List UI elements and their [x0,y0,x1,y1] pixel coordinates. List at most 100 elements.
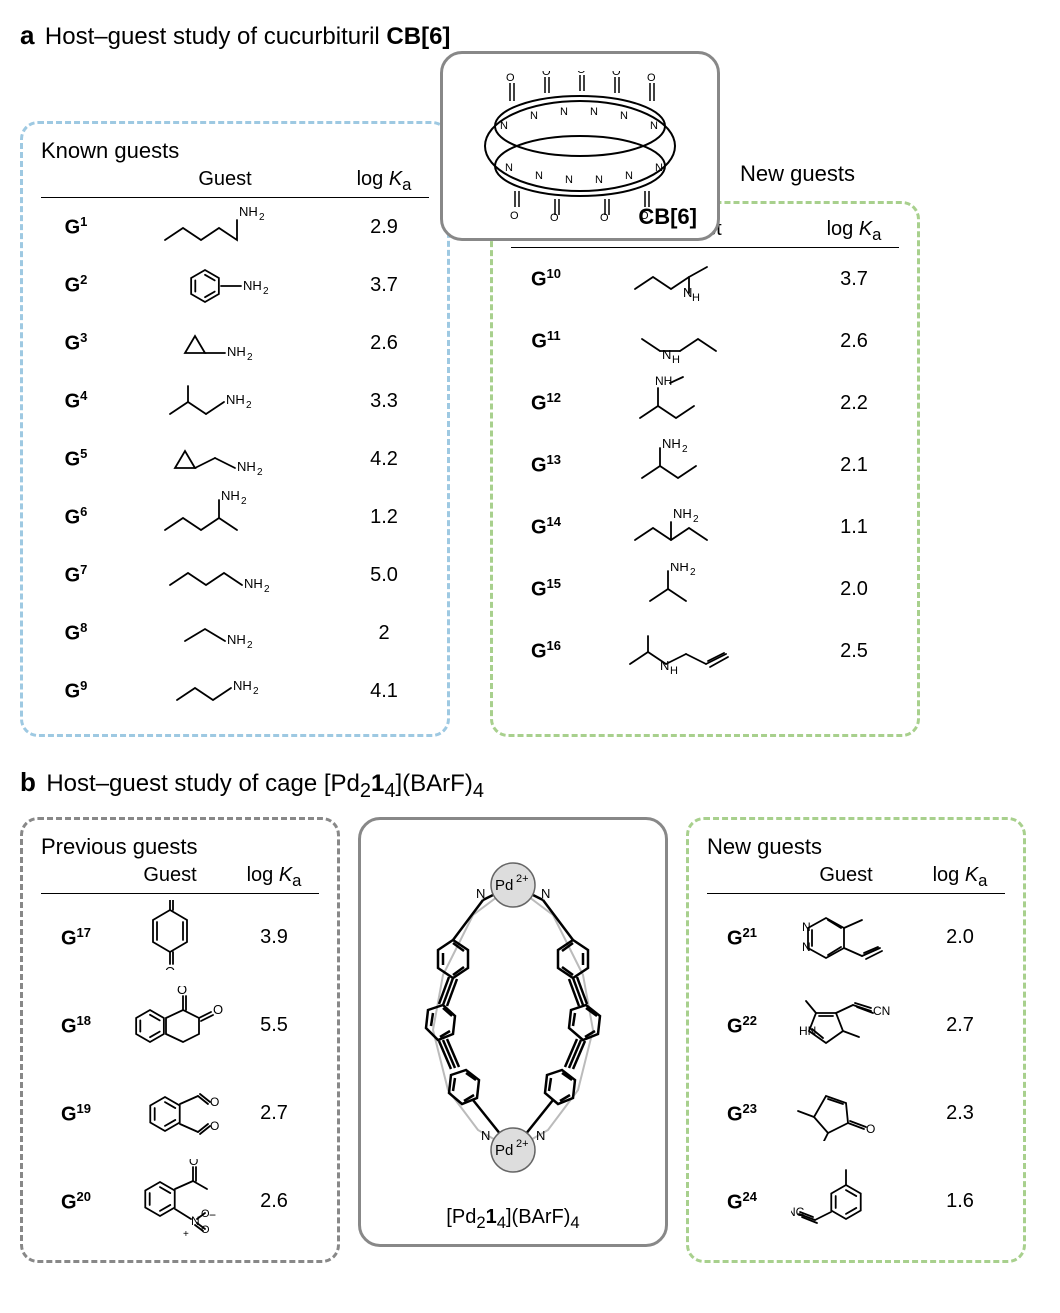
table-row: G5 NH2 4.2 [41,430,429,488]
panel-a-row: NNN NNN NNN NNN OOOOO OOOO CB[6] Known g… [20,61,1040,737]
guest-structure-icon: NH2 [581,563,809,616]
panel-b-title: Host–guest study of cage [Pd214](BArF)4 [46,770,484,803]
table-row: G6 NH2 1.2 [41,488,429,546]
guest-structure-icon: NH2 [111,258,339,313]
guest-structure-icon: HNCN [777,993,915,1058]
guest-id: G13 [511,452,581,478]
guest-id: G16 [511,638,581,664]
host-cage-box: Pd2+ Pd2+ NN NN [Pd214](BArF)4 [358,817,668,1247]
known-guests-box: Known guests Guest log Ka G1 NH2 2.9 G2 … [20,121,450,737]
guest-id: G20 [41,1189,111,1215]
guest-logk: 2.7 [915,1014,1005,1037]
table-row: G4 NH2 3.3 [41,372,429,430]
svg-text:2: 2 [263,286,269,297]
panel-a-header: a Host–guest study of cucurbituril CB[6] [20,20,1040,51]
svg-text:N: N [565,174,573,186]
guest-id: G17 [41,925,111,951]
svg-text:H: H [692,292,700,301]
guest-structure-icon: NH2 [111,550,339,600]
guest-structure-icon: O [777,1081,915,1146]
svg-text:O: O [612,71,621,78]
table-row: G19 OO 2.7 [41,1070,319,1158]
svg-text:NH: NH [655,374,672,388]
guest-structure-icon: NH [581,315,809,368]
guest-id: G10 [511,266,581,292]
table-row: G7 NH2 5.0 [41,546,429,604]
svg-text:O: O [600,212,609,221]
svg-text:N: N [620,110,628,122]
svg-text:N: N [655,162,663,174]
guest-id: G22 [707,1013,777,1039]
guest-id: G24 [707,1189,777,1215]
guest-structure-icon: NH [581,373,809,433]
guest-logk: 1.6 [915,1190,1005,1213]
table-row: G17 OO 3.9 [41,894,319,982]
prev-header-guest: Guest [111,864,229,891]
svg-text:NH: NH [226,392,245,407]
svg-text:2: 2 [253,686,259,697]
table-row: G13 NH2 2.1 [511,434,899,496]
svg-text:O: O [506,72,515,84]
table-row: G8 NH2 2 [41,604,429,662]
svg-text:N: N [802,940,811,954]
guest-id: G3 [41,330,111,356]
svg-text:O: O [213,1002,223,1017]
svg-text:O: O [165,964,175,970]
svg-text:NH: NH [227,344,246,359]
svg-text:2: 2 [690,567,696,578]
svg-text:NH: NH [673,506,692,521]
guest-id: G11 [511,328,581,354]
panel-b-label: b [20,767,36,798]
svg-text:2+: 2+ [516,873,529,885]
guest-id: G1 [41,214,111,240]
new-guests-box-a: Guest log Ka G10 NH 3.7 G11 NH 2.6 G12 N… [490,201,920,737]
guest-structure-icon: OO [111,900,229,975]
svg-text:Pd: Pd [495,877,513,894]
svg-text:HN: HN [799,1024,816,1038]
guest-logk: 2.6 [229,1190,319,1213]
svg-text:O: O [189,1159,198,1168]
svg-text:N: N [625,170,633,182]
svg-text:O: O [210,1095,219,1109]
guest-structure-icon: NN [777,903,915,973]
svg-text:2: 2 [682,444,688,455]
guest-logk: 2.7 [229,1102,319,1125]
table-row: G11 NH 2.6 [511,310,899,372]
guest-logk: 2.0 [809,578,899,601]
svg-text:2: 2 [247,352,253,363]
known-table: Guest log Ka G1 NH2 2.9 G2 NH2 3.7 G3 NH… [41,168,429,720]
svg-text:H: H [670,665,678,674]
table-row: G18 OO 5.5 [41,982,319,1070]
table-row: G9 NH2 4.1 [41,662,429,720]
guest-structure-icon: NH2 [111,374,339,429]
cb6-structure-icon: NNN NNN NNN NNN OOOOO OOOO [460,71,700,221]
table-row: G12 NH 2.2 [511,372,899,434]
svg-text:N: N [476,886,485,901]
guest-id: G5 [41,446,111,472]
table-row: G23 O 2.3 [707,1070,1005,1158]
guest-logk: 2.2 [809,392,899,415]
new-a-table: Guest log Ka G10 NH 3.7 G11 NH 2.6 G12 N… [511,218,899,682]
svg-text:NH: NH [221,490,240,503]
svg-text:NH: NH [237,459,256,474]
guest-logk: 5.0 [339,564,429,587]
svg-text:2: 2 [259,212,265,223]
svg-text:H: H [672,354,680,363]
guest-logk: 1.1 [809,516,899,539]
svg-text:N: N [535,170,543,182]
new-b-header: Guest log Ka [707,864,1005,894]
known-header-logk: log Ka [339,168,429,195]
guest-logk: 5.5 [229,1014,319,1037]
svg-text:NH: NH [670,563,689,574]
svg-text:N: N [500,120,508,132]
guest-logk: 2.3 [915,1102,1005,1125]
guest-id: G9 [41,678,111,704]
guest-structure-icon: NH2 [111,200,339,255]
panel-b: b Host–guest study of cage [Pd214](BArF)… [20,767,1040,1263]
new-b-title: New guests [707,834,1005,860]
table-row: G21 NN 2.0 [707,894,1005,982]
guest-logk: 4.1 [339,680,429,703]
svg-text:2: 2 [247,640,253,651]
guest-id: G21 [707,925,777,951]
table-row: G1 NH2 2.9 [41,198,429,256]
